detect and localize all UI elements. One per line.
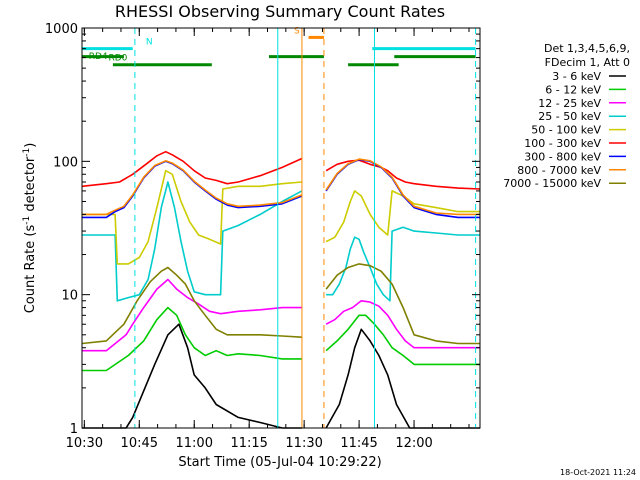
x-axis-label: Start Time (05-Jul-04 10:29:22): [178, 455, 381, 470]
series-line-8-1: [325, 263, 480, 345]
series-line-7-0: [82, 160, 303, 216]
y-tick-label-3: 1000: [45, 22, 78, 37]
legend-label-7: 800 - 7000 keV: [517, 164, 601, 177]
y-axis-label-base: Count Rate (s: [23, 225, 38, 314]
series-line-7-1: [325, 158, 480, 216]
series-line-8-0: [82, 266, 302, 345]
series-lines: [82, 150, 481, 429]
state-label-s: S: [294, 26, 300, 36]
series-line-4-0: [82, 169, 302, 265]
series-line-1-1: [325, 314, 480, 366]
chart-title: RHESSI Observing Summary Count Rates: [115, 2, 445, 21]
legend-label-1: 6 - 12 keV: [545, 83, 601, 96]
x-tick-label-0: 10:30: [66, 436, 103, 451]
legend-label-8: 7000 - 15000 keV: [503, 177, 601, 190]
series-line-5-0: [82, 150, 303, 188]
series-line-3-1: [326, 226, 480, 302]
footer-date: 18-Oct-2021 11:24: [560, 468, 636, 477]
x-tick-label-5: 11:45: [340, 436, 377, 451]
legend-label-2: 12 - 25 keV: [538, 97, 601, 110]
y-axis-ticks: 1 10 100 1000: [45, 22, 480, 437]
legend: Det 1,3,4,5,6,9,FDecim 1, Att 03 - 6 keV…: [503, 42, 630, 190]
series-line-3-0: [82, 181, 303, 302]
plot-area: [81, 27, 481, 429]
y-axis-label-sup2: -1: [22, 148, 32, 157]
x-tick-label-3: 11:15: [230, 436, 267, 451]
y-tick-label-1: 10: [61, 289, 78, 304]
x-tick-label-1: 10:45: [121, 436, 158, 451]
y-tick-label-0: 1: [70, 422, 78, 437]
legend-label-0: 3 - 6 keV: [552, 70, 601, 83]
series-line-1-0: [82, 306, 302, 372]
state-label-n: N: [146, 38, 153, 48]
y-axis-label-sup1: -1: [22, 216, 32, 225]
legend-header-1: FDecim 1, Att 0: [545, 56, 630, 69]
legend-header-0: Det 1,3,4,5,6,9,: [544, 42, 630, 55]
y-tick-label-2: 100: [53, 155, 78, 170]
series-line-2-0: [82, 278, 302, 352]
time-markers: [134, 28, 477, 428]
series-line-5-1: [325, 159, 481, 190]
x-tick-label-2: 11:00: [176, 436, 213, 451]
series-line-0-0: [82, 323, 302, 429]
x-axis-ticks: 10:30 10:45 11:00 11:15 11:30 11:45 12:00: [66, 28, 470, 451]
x-tick-label-4: 11:30: [285, 436, 322, 451]
legend-label-5: 100 - 300 keV: [524, 137, 601, 150]
y-axis-label-mid: detector: [23, 156, 38, 216]
x-tick-label-6: 12:00: [395, 436, 432, 451]
y-axis-label: Count Rate (s-1 detector-1): [22, 143, 38, 314]
state-label-rd4: RD4: [89, 52, 108, 62]
series-line-0-1: [325, 328, 480, 429]
legend-label-3: 25 - 50 keV: [538, 110, 601, 123]
legend-label-6: 300 - 800 keV: [524, 150, 601, 163]
state-label-rd0: RD0: [109, 54, 128, 64]
y-axis-label-end: ): [23, 143, 38, 148]
series-line-4-1: [325, 190, 480, 243]
legend-label-4: 50 - 100 keV: [531, 124, 601, 137]
